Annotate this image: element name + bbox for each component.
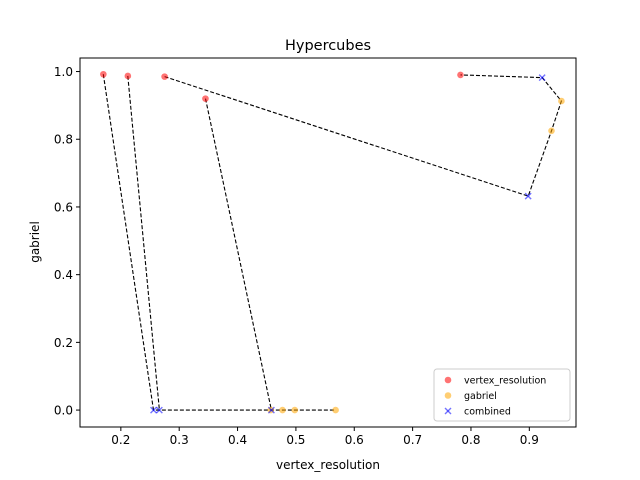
legend-label-combined: combined bbox=[464, 407, 511, 418]
x-tick-label: 0.8 bbox=[461, 433, 480, 447]
point-gabriel-2 bbox=[291, 406, 299, 414]
plot-frame bbox=[79, 57, 577, 428]
x-tick-label: 0.6 bbox=[345, 433, 364, 447]
point-combined-2 bbox=[155, 406, 163, 414]
y-axis-ticks: 0.0 0.2 0.4 0.6 0.8 1.0 bbox=[54, 65, 80, 418]
point-combined-1 bbox=[150, 406, 158, 414]
y-tick-label: 1.0 bbox=[54, 65, 73, 79]
data-points bbox=[100, 70, 565, 414]
point-vertex_resolution-4 bbox=[202, 95, 209, 102]
x-axis-ticks: 0.2 0.3 0.4 0.5 0.6 0.7 0.8 0.9 bbox=[111, 427, 539, 447]
legend-label-vertex_resolution: vertex_resolution bbox=[464, 376, 546, 387]
point-gabriel-3 bbox=[279, 406, 286, 414]
y-tick-label: 0.8 bbox=[54, 133, 73, 147]
point-combined-4 bbox=[524, 192, 532, 200]
legend-box bbox=[433, 368, 571, 422]
connector-path-2 bbox=[127, 75, 160, 411]
y-tick-label: 0.0 bbox=[54, 404, 73, 418]
connector-path-4 bbox=[164, 74, 563, 197]
legend-label-gabriel: gabriel bbox=[464, 391, 497, 402]
chart-title: Hypercubes bbox=[285, 38, 371, 54]
y-tick-label: 0.2 bbox=[54, 336, 73, 350]
y-tick-label: 0.4 bbox=[54, 268, 73, 282]
x-tick-label: 0.9 bbox=[520, 433, 539, 447]
x-tick-label: 0.5 bbox=[286, 433, 305, 447]
x-tick-label: 0.7 bbox=[403, 433, 422, 447]
x-axis-label: vertex_resolution bbox=[276, 458, 380, 472]
point-gabriel-6 bbox=[548, 127, 555, 135]
point-vertex_resolution-2 bbox=[124, 72, 132, 80]
point-vertex_resolution-5 bbox=[457, 71, 464, 79]
x-tick-label: 0.2 bbox=[111, 433, 130, 447]
x-tick-label: 0.4 bbox=[228, 433, 247, 447]
point-combined-3 bbox=[267, 406, 275, 414]
point-gabriel-5 bbox=[558, 97, 565, 105]
legend-marker-combined bbox=[444, 407, 452, 415]
legend-marker-gabriel bbox=[444, 392, 452, 399]
legend-marker-vertex_resolution bbox=[444, 376, 452, 384]
point-vertex_resolution-1 bbox=[100, 70, 107, 78]
point-gabriel-1 bbox=[332, 406, 339, 414]
y-tick-label: 0.6 bbox=[54, 200, 73, 214]
connector-path-3 bbox=[204, 98, 272, 411]
y-axis-label: gabriel bbox=[28, 221, 42, 263]
point-vertex_resolution-3 bbox=[161, 73, 168, 80]
point-combined-5 bbox=[538, 74, 546, 82]
x-tick-label: 0.3 bbox=[170, 433, 189, 447]
